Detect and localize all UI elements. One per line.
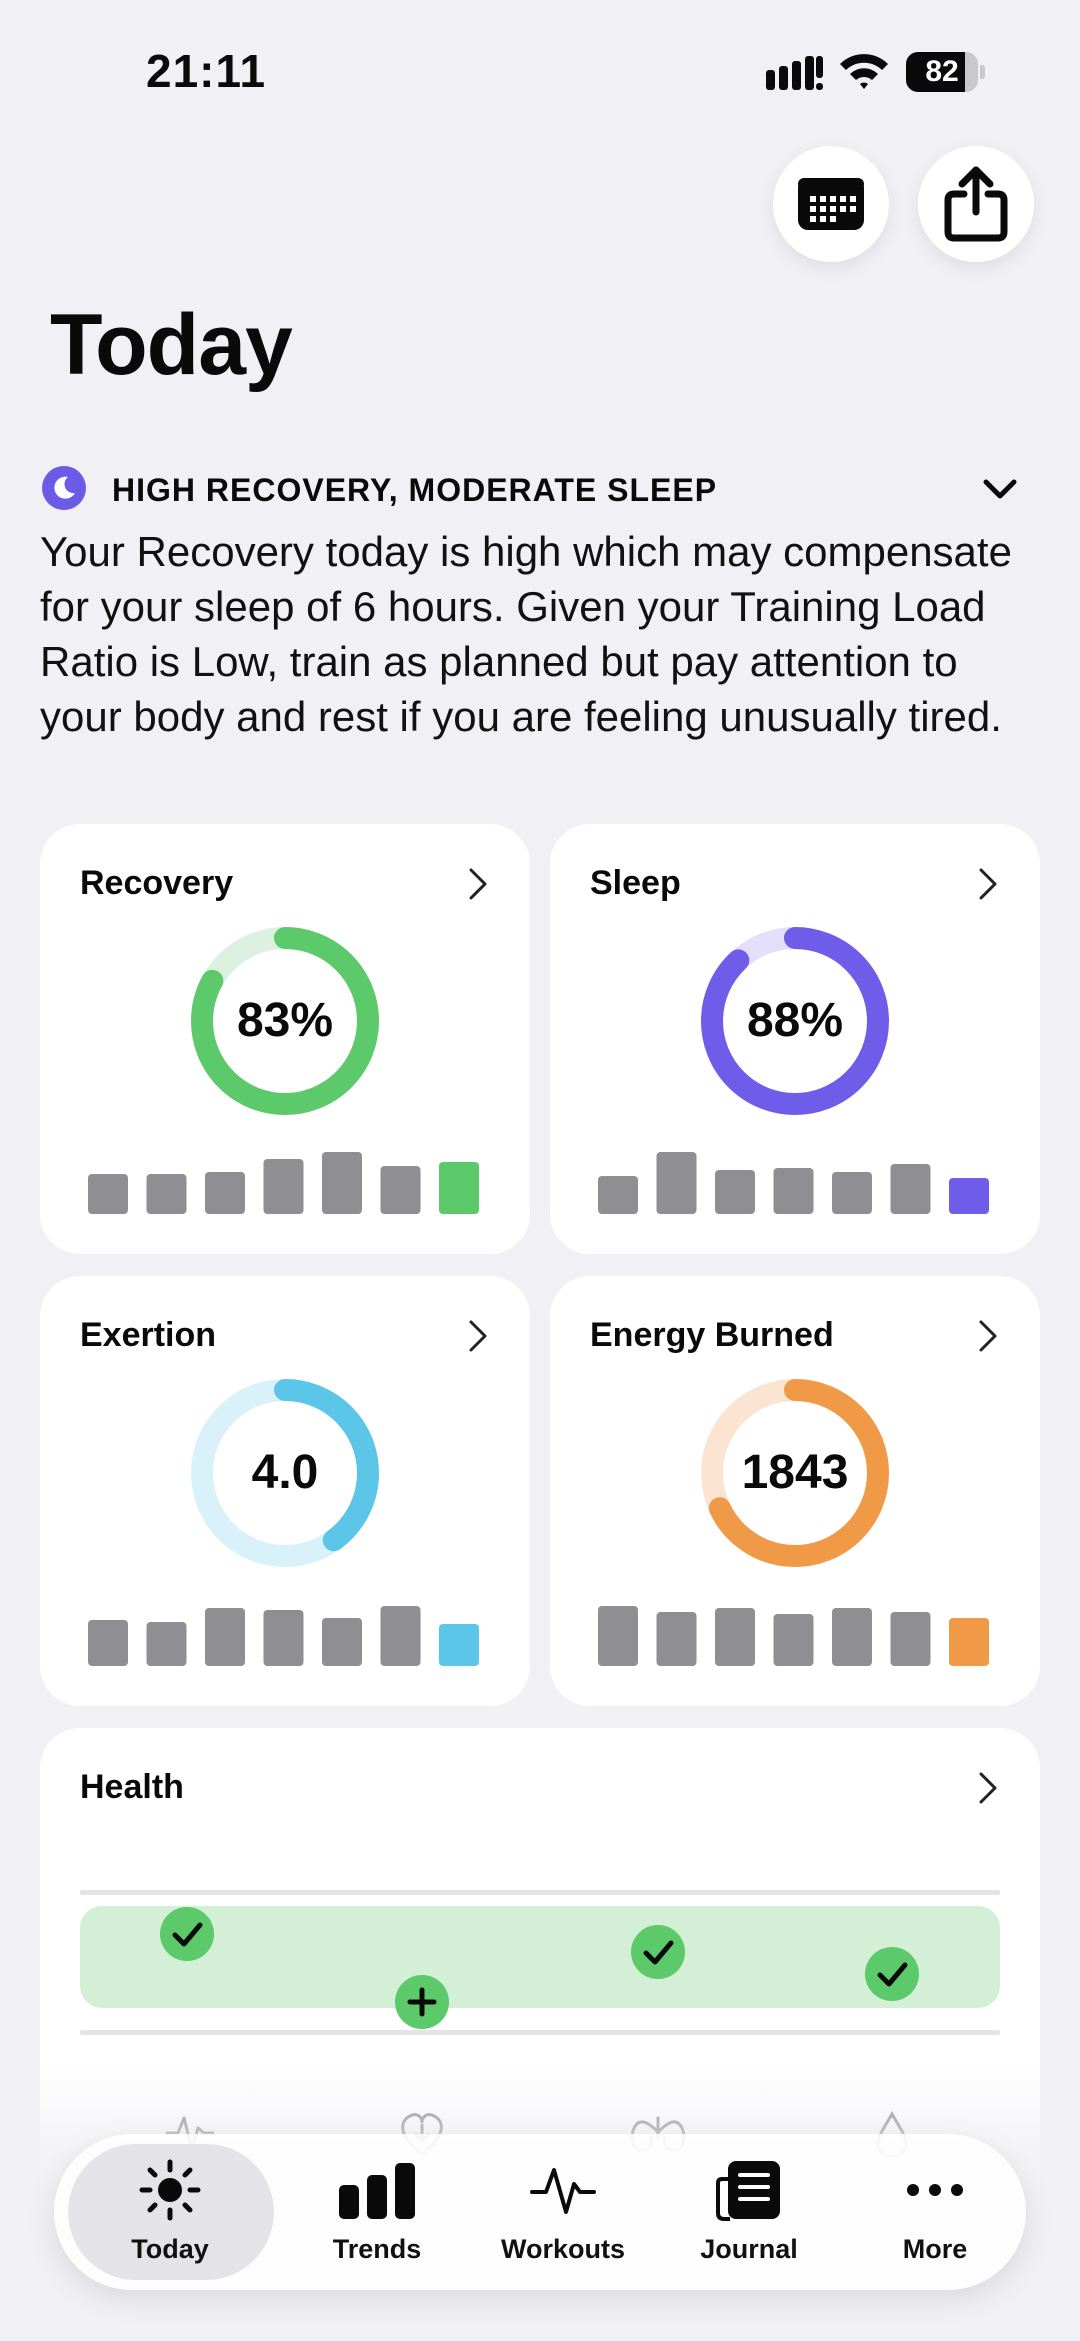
exertion-card[interactable]: Exertion 4.0 xyxy=(40,1276,530,1706)
hrv-marker xyxy=(395,1975,449,2029)
sleep-history-bar xyxy=(832,1172,872,1214)
exertion-value: 4.0 xyxy=(251,1446,319,1499)
recovery-history-bar xyxy=(380,1166,421,1214)
energy-ring-progress xyxy=(701,1379,889,1567)
chevron-right-icon xyxy=(469,868,487,900)
sleep-history-bar xyxy=(773,1168,814,1214)
energy-history-bar xyxy=(832,1608,872,1666)
card-title: Health xyxy=(80,1768,184,1806)
tab-trends[interactable]: Trends xyxy=(280,2134,474,2290)
tab-label: Today xyxy=(131,2234,209,2264)
battery-indicator: 82 xyxy=(906,52,986,92)
insight-header[interactable]: HIGH RECOVERY, MODERATE SLEEP xyxy=(42,466,1042,514)
exertion-history-bar xyxy=(205,1608,245,1666)
bar-chart-icon xyxy=(339,2163,415,2219)
chevron-down-icon[interactable] xyxy=(982,474,1018,504)
activity-icon xyxy=(530,2168,596,2214)
sleep-ring-progress xyxy=(701,927,889,1115)
sleep-history-bar xyxy=(715,1170,755,1214)
exertion-history-bar xyxy=(322,1618,362,1666)
chevron-right-icon xyxy=(979,1320,997,1352)
recovery-history-bars xyxy=(88,1152,479,1214)
insight-body: Your Recovery today is high which may co… xyxy=(40,528,1012,740)
recovery-ring-progress xyxy=(191,927,379,1115)
energy-value: 1843 xyxy=(741,1446,849,1499)
exertion-history-bar xyxy=(146,1622,187,1666)
recovery-value: 83% xyxy=(236,994,334,1047)
tab-bar: Today Trends Workouts xyxy=(54,2134,1026,2290)
exertion-history-bar xyxy=(88,1620,128,1666)
cellular-signal-icon xyxy=(766,56,823,90)
sleep-history-bars xyxy=(598,1152,989,1214)
exertion-history-bar xyxy=(439,1624,479,1666)
share-button[interactable] xyxy=(918,146,1034,262)
status-bar: 21:11 82 xyxy=(0,0,1080,140)
respiration-marker xyxy=(631,1925,685,1979)
moon-icon xyxy=(42,466,86,510)
chevron-right-icon xyxy=(979,868,997,900)
sleep-history-bar xyxy=(890,1164,931,1214)
energy-history-bar xyxy=(715,1608,755,1666)
sleep-history-bar xyxy=(598,1176,638,1214)
heart-rate-marker xyxy=(160,1907,214,1961)
exertion-history-bar xyxy=(263,1610,304,1666)
share-icon xyxy=(944,166,1008,242)
tab-more[interactable]: More xyxy=(838,2134,1032,2290)
calendar-icon xyxy=(798,178,864,230)
blood-oxygen-marker xyxy=(865,1947,919,2001)
sleep-history-bar xyxy=(949,1178,989,1214)
chevron-right-icon xyxy=(469,1320,487,1352)
recovery-ring xyxy=(191,927,379,1115)
energy-history-bar xyxy=(656,1612,697,1666)
energy-history-bar xyxy=(773,1614,814,1666)
tab-label: Journal xyxy=(700,2234,798,2264)
tab-today[interactable]: Today xyxy=(60,2134,280,2290)
tab-journal[interactable]: Journal xyxy=(652,2134,846,2290)
card-title: Sleep xyxy=(590,864,681,902)
energy-history-bars xyxy=(598,1606,989,1666)
sleep-card[interactable]: Sleep 88% xyxy=(550,824,1040,1254)
exertion-history-bar xyxy=(380,1606,421,1666)
chevron-right-icon xyxy=(979,1772,997,1804)
exertion-ring xyxy=(191,1379,379,1567)
sleep-history-bar xyxy=(656,1152,697,1214)
wifi-icon xyxy=(840,54,888,89)
energy-history-bar xyxy=(598,1606,638,1666)
energy-history-bar xyxy=(890,1612,931,1666)
recovery-history-bar xyxy=(263,1159,304,1214)
page-title: Today xyxy=(50,297,293,393)
card-title: Recovery xyxy=(80,864,234,902)
energy-burned-card[interactable]: Energy Burned 1843 xyxy=(550,1276,1040,1706)
tab-workouts[interactable]: Workouts xyxy=(466,2134,660,2290)
journal-icon xyxy=(716,2161,780,2221)
exertion-ring-progress xyxy=(191,1379,379,1567)
card-title: Exertion xyxy=(80,1316,217,1354)
calendar-button[interactable] xyxy=(773,146,889,262)
tab-label: Trends xyxy=(332,2234,422,2264)
recovery-history-bar xyxy=(205,1172,245,1214)
energy-history-bar xyxy=(949,1618,989,1666)
insight-title: HIGH RECOVERY, MODERATE SLEEP xyxy=(112,472,718,508)
card-title: Energy Burned xyxy=(590,1316,834,1354)
status-time: 21:11 xyxy=(146,45,267,97)
sun-icon xyxy=(139,2159,201,2221)
battery-percentage: 82 xyxy=(925,55,959,88)
energy-ring xyxy=(701,1379,889,1567)
more-dots-icon xyxy=(907,2184,963,2196)
sleep-value: 88% xyxy=(746,994,844,1047)
recovery-history-bar xyxy=(322,1152,362,1214)
recovery-card[interactable]: Recovery 83% xyxy=(40,824,530,1254)
recovery-history-bar xyxy=(146,1174,187,1214)
health-range-chart xyxy=(80,1890,1000,2035)
recovery-history-bar xyxy=(88,1174,128,1214)
exertion-history-bars xyxy=(88,1606,479,1666)
recovery-history-bar xyxy=(439,1162,479,1214)
sleep-ring xyxy=(701,927,889,1115)
tab-label: Workouts xyxy=(500,2234,625,2264)
tab-label: More xyxy=(902,2234,968,2264)
